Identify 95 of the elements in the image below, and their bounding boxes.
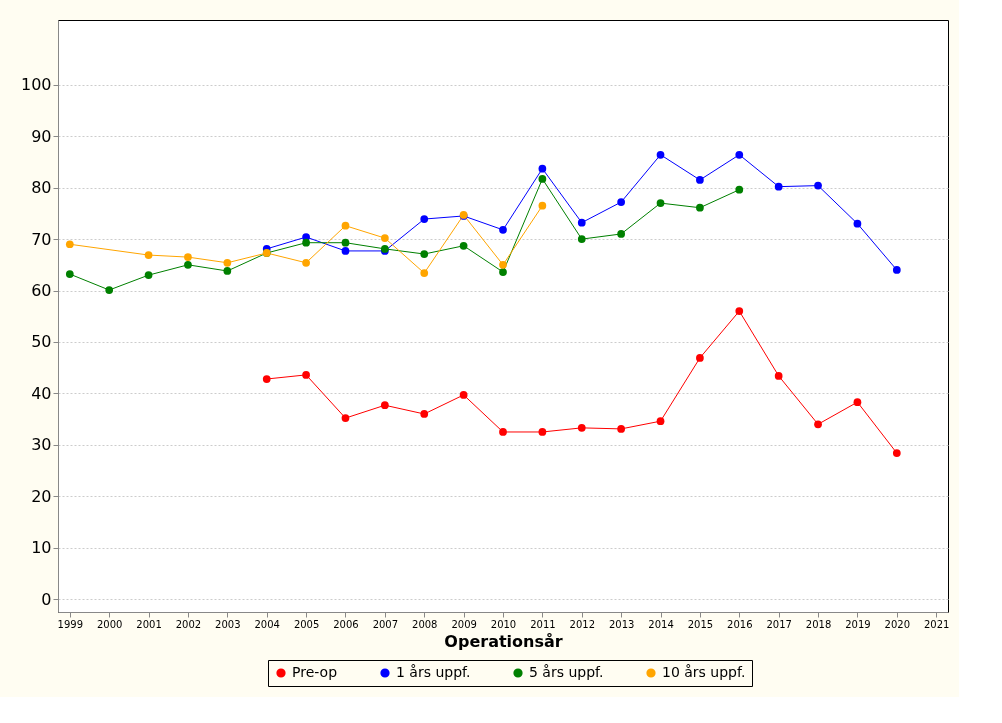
- x-tick-label: 2018: [805, 618, 832, 630]
- point: [341, 221, 350, 230]
- point: [105, 286, 114, 294]
- y-tick-label: 0: [41, 589, 52, 609]
- point: [144, 251, 153, 259]
- point: [184, 260, 192, 269]
- point: [577, 424, 586, 432]
- point: [302, 371, 310, 379]
- point: [538, 201, 547, 210]
- x-tick-label: 2006: [333, 618, 359, 630]
- x-tick-label: 2003: [215, 618, 241, 630]
- point: [577, 235, 586, 243]
- point: [617, 198, 626, 206]
- point: [459, 241, 468, 250]
- x-tick-label: 2017: [766, 618, 792, 630]
- x-tick-label: 2000: [96, 618, 123, 630]
- legend-label: 1 års uppf.: [396, 664, 471, 680]
- y-tick-label: 20: [31, 486, 52, 506]
- point: [262, 375, 271, 383]
- x-tick-label: 2004: [254, 618, 280, 630]
- point: [144, 271, 153, 279]
- x-tick-label: 2011: [530, 618, 556, 630]
- point: [302, 258, 310, 267]
- legend-label: 5 års uppf.: [529, 664, 604, 680]
- point: [696, 354, 704, 362]
- y-tick-label: 80: [31, 178, 52, 198]
- x-tick-label: 2015: [687, 618, 714, 630]
- point: [65, 270, 74, 278]
- point: [302, 238, 310, 247]
- x-tick-label: 2005: [293, 618, 320, 630]
- x-tick-label: 2019: [845, 618, 871, 630]
- point: [853, 398, 862, 407]
- x-axis-title: Operationsår: [444, 631, 563, 651]
- x-tick-label: 2010: [490, 618, 517, 630]
- point: [735, 150, 744, 159]
- x-tick-label: 2001: [136, 618, 162, 630]
- point: [459, 391, 468, 399]
- point: [617, 230, 626, 238]
- point: [420, 410, 429, 418]
- x-tick-label: 2002: [175, 618, 202, 630]
- point: [656, 150, 665, 159]
- point: [696, 176, 704, 184]
- y-tick-label: 60: [31, 281, 52, 301]
- point: [577, 218, 586, 227]
- point: [420, 215, 429, 223]
- legend-label: Pre-op: [292, 664, 338, 680]
- y-tick-label: 90: [31, 126, 52, 146]
- point: [853, 219, 862, 228]
- point: [184, 253, 192, 261]
- point: [420, 250, 429, 258]
- point: [814, 420, 822, 429]
- point: [892, 449, 901, 457]
- point: [814, 181, 822, 190]
- point: [892, 266, 901, 274]
- point: [696, 203, 704, 212]
- y-tick-label: 30: [31, 435, 52, 455]
- point: [735, 307, 744, 315]
- y-tick-label: 70: [31, 229, 52, 249]
- legend-label: 10 års uppf.: [662, 664, 746, 680]
- point: [380, 401, 389, 410]
- point: [774, 372, 783, 380]
- point: [499, 428, 507, 436]
- point: [223, 258, 232, 267]
- point: [538, 164, 547, 173]
- x-tick-label: 2014: [648, 618, 674, 630]
- point: [656, 199, 665, 207]
- point: [538, 175, 547, 183]
- x-tick-label: 2012: [569, 618, 595, 630]
- x-tick-label: 2020: [884, 618, 911, 630]
- point: [538, 428, 547, 436]
- x-tick-label: 2016: [727, 618, 753, 630]
- point: [380, 234, 389, 242]
- point: [499, 260, 507, 269]
- point: [65, 240, 74, 249]
- x-tick-label: 1999: [57, 618, 84, 630]
- point: [656, 417, 665, 426]
- point: [341, 414, 350, 422]
- point: [499, 225, 507, 234]
- point: [223, 267, 232, 275]
- y-tick-label: 100: [20, 75, 52, 95]
- point: [617, 425, 626, 433]
- point: [735, 185, 744, 194]
- x-tick-label: 2013: [608, 618, 635, 630]
- point: [341, 247, 350, 255]
- y-tick-label: 40: [31, 383, 52, 403]
- point: [420, 269, 429, 277]
- x-tick-label: 2008: [412, 618, 438, 630]
- x-tick-label: 2007: [372, 618, 399, 630]
- y-tick-label: 50: [31, 332, 52, 352]
- x-tick-label: 2009: [451, 618, 477, 630]
- y-tick-label: 10: [31, 538, 52, 558]
- point: [341, 238, 350, 247]
- x-tick-label: 2021: [923, 618, 950, 630]
- point: [499, 268, 507, 276]
- point: [774, 182, 783, 191]
